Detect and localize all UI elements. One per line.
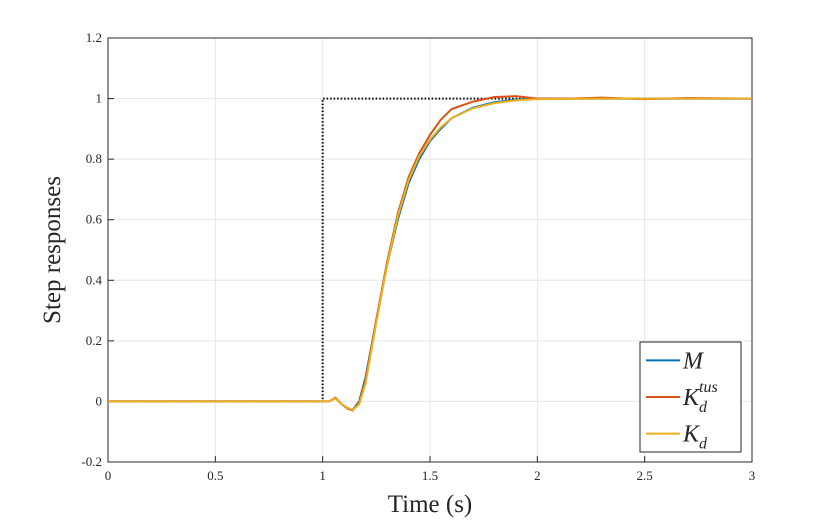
series-line [108, 97, 752, 412]
legend-sup: tus [699, 379, 718, 396]
y-tick-label: 1.2 [86, 30, 102, 45]
x-tick-label: 0.5 [207, 468, 223, 483]
x-tick-label: 3 [749, 468, 756, 483]
x-tick-label: 0 [105, 468, 112, 483]
x-tick-label: 1 [319, 468, 326, 483]
legend-label: M [682, 348, 705, 374]
y-axis-label: Step responses [39, 176, 66, 324]
y-tick-label: 0 [96, 393, 103, 408]
x-tick-label: 2.5 [637, 468, 653, 483]
legend-sub: d [699, 399, 708, 416]
y-tick-label: 1 [96, 91, 103, 106]
y-tick-label: 0.2 [86, 333, 102, 348]
legend-name: M [682, 348, 705, 374]
y-tick-label: 0.8 [86, 151, 102, 166]
y-tick-label: 0.4 [86, 272, 103, 287]
legend-name: K [682, 422, 701, 448]
legend-label: Kd tus [682, 379, 718, 416]
legend-name: K [682, 385, 701, 411]
x-tick-label: 1.5 [422, 468, 438, 483]
y-tick-label: -0.2 [81, 454, 102, 469]
legend-sub: d [699, 436, 708, 453]
y-tick-label: 0.6 [86, 212, 103, 227]
x-axis-label: Time (s) [388, 491, 473, 518]
axes-box [107, 37, 753, 463]
legend-label: Kd [682, 422, 708, 453]
x-tick-label: 2 [534, 468, 541, 483]
